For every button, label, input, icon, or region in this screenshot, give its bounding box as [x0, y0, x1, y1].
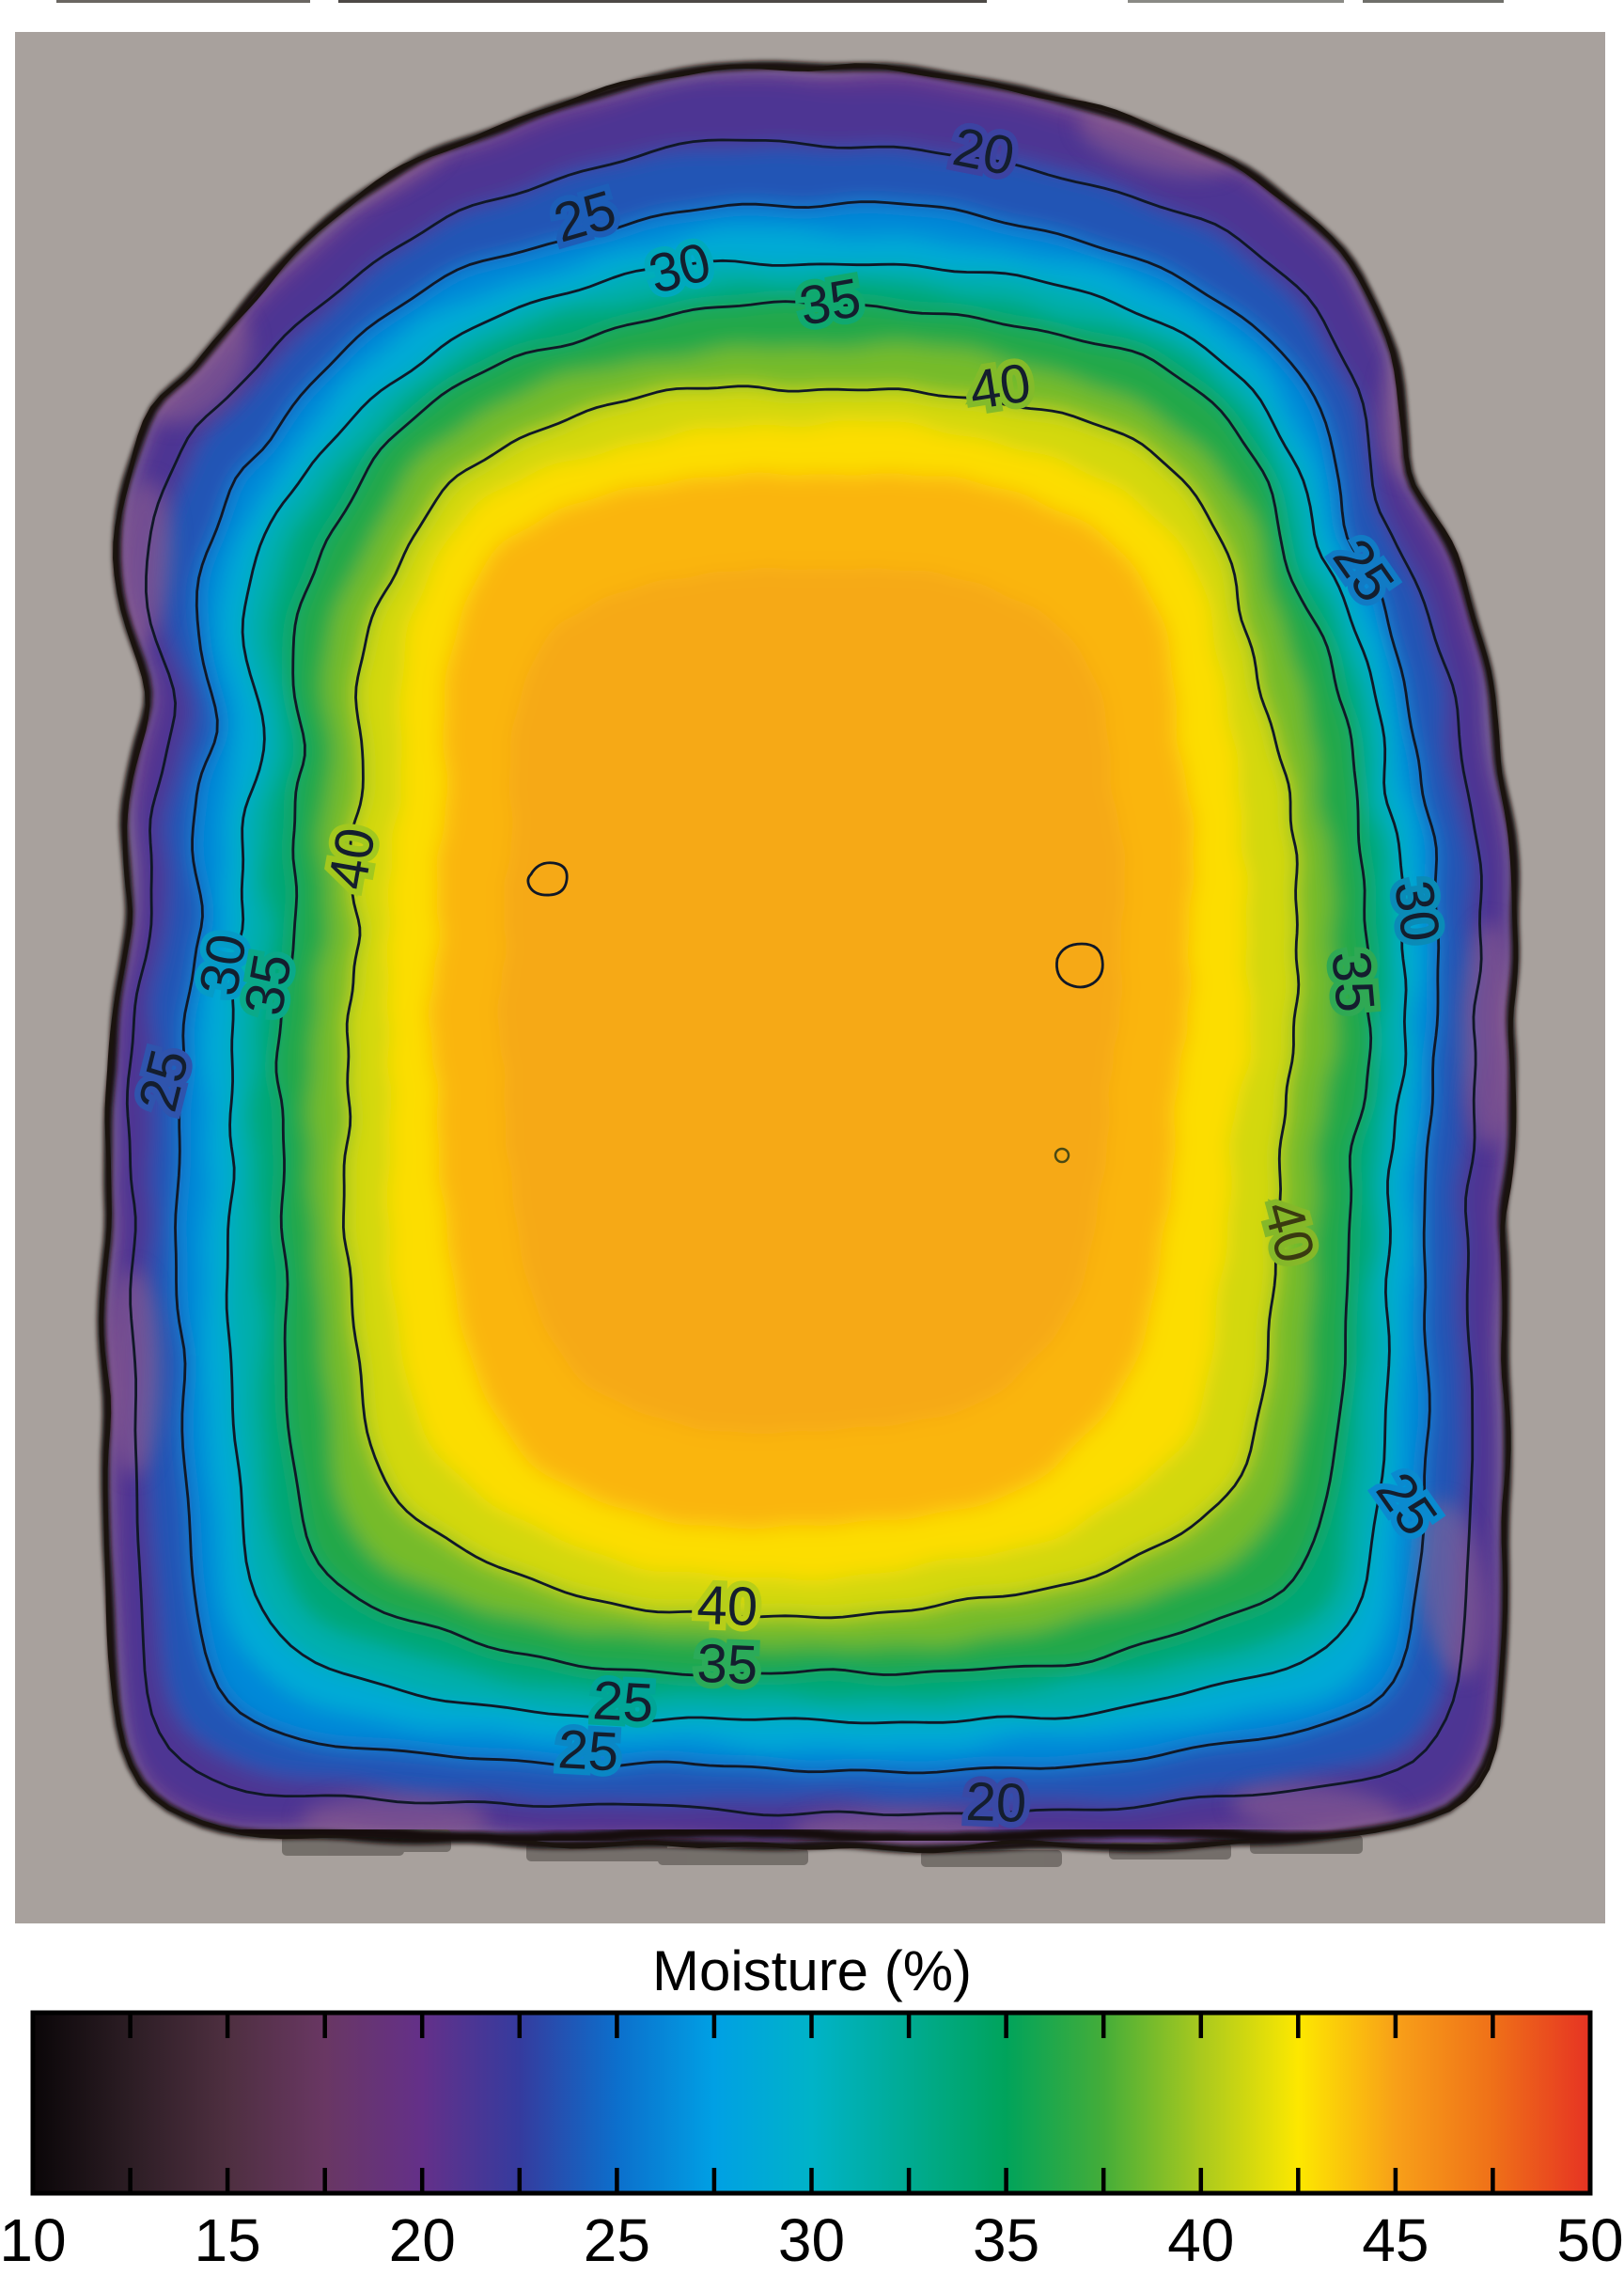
- svg-text:30: 30: [1382, 877, 1451, 946]
- svg-text:30: 30: [778, 2206, 845, 2274]
- svg-text:Moisture (%): Moisture (%): [652, 1939, 972, 2002]
- svg-text:35: 35: [1320, 949, 1385, 1014]
- svg-text:20: 20: [948, 116, 1020, 187]
- svg-text:35: 35: [233, 949, 304, 1020]
- svg-text:15: 15: [195, 2206, 261, 2274]
- svg-text:40: 40: [965, 352, 1035, 421]
- svg-text:20: 20: [965, 1771, 1028, 1834]
- svg-text:10: 10: [0, 2206, 67, 2274]
- svg-text:45: 45: [1362, 2206, 1429, 2274]
- svg-text:25: 25: [584, 2206, 650, 2274]
- svg-text:40: 40: [317, 824, 387, 894]
- svg-text:25: 25: [591, 1670, 655, 1734]
- svg-text:35: 35: [973, 2206, 1039, 2274]
- svg-text:20: 20: [389, 2206, 456, 2274]
- svg-text:40: 40: [1167, 2206, 1234, 2274]
- svg-text:50: 50: [1556, 2206, 1623, 2274]
- svg-text:40: 40: [696, 1575, 759, 1638]
- svg-text:35: 35: [696, 1633, 759, 1696]
- svg-text:25: 25: [556, 1718, 620, 1782]
- svg-text:35: 35: [795, 267, 866, 337]
